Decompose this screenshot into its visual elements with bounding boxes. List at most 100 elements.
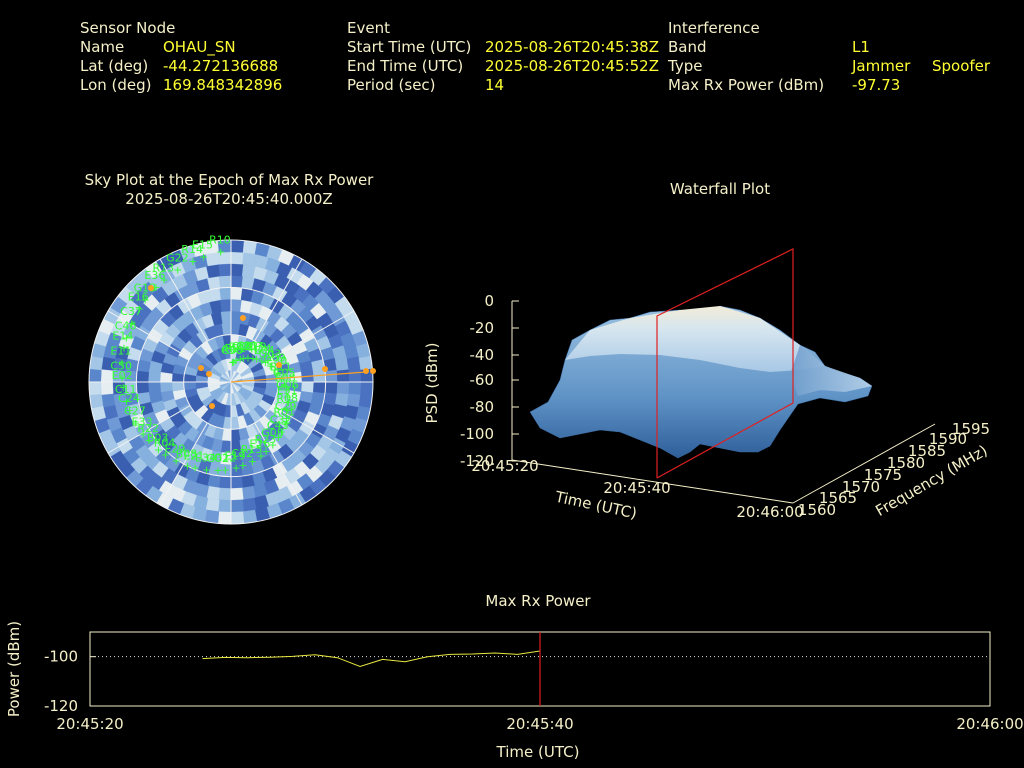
satellite-label: C19 bbox=[245, 340, 267, 353]
frequency-tick-label: 1585 bbox=[908, 442, 946, 460]
power-y-tick-label: -100 bbox=[44, 648, 78, 666]
interference-title: Interference bbox=[668, 19, 760, 37]
satellite-label: G22 bbox=[166, 251, 189, 264]
lon-label: Lon (deg) bbox=[80, 76, 152, 94]
satellite-marker: + bbox=[266, 359, 275, 372]
type-label: Type bbox=[668, 57, 703, 75]
satellite-marker: + bbox=[277, 426, 286, 439]
satellite-label: E26 bbox=[249, 438, 270, 451]
satellite-label: C30 bbox=[221, 344, 243, 357]
azimuth-line bbox=[271, 405, 355, 454]
satellite-marker: + bbox=[144, 434, 153, 447]
satellite-marker: + bbox=[199, 250, 208, 263]
satellite-label: G05 bbox=[273, 367, 296, 380]
satellite-label: C37 bbox=[120, 305, 142, 318]
satellite-label: C31 bbox=[236, 339, 258, 352]
end-time-value: 2025-08-26T20:45:52Z bbox=[485, 57, 659, 75]
psd-tick-label: -20 bbox=[470, 319, 495, 337]
waterfall-surface bbox=[529, 305, 873, 459]
satellite-marker: + bbox=[122, 395, 131, 408]
frequency-tick-label: 1580 bbox=[887, 454, 925, 472]
time-axis bbox=[511, 459, 794, 504]
frequency-tick-label: 1560 bbox=[798, 501, 836, 519]
satellite-marker: + bbox=[270, 363, 279, 376]
satellite-marker: + bbox=[283, 404, 292, 417]
satellite-marker: + bbox=[232, 354, 241, 367]
interference-point bbox=[198, 365, 204, 371]
power-x-tick-label: 20:46:00 bbox=[956, 715, 1023, 733]
satellite-label: R01 bbox=[273, 406, 295, 419]
satellite-marker: + bbox=[274, 431, 283, 444]
satellite-label: C27 bbox=[124, 404, 146, 417]
max-rx-power-value: -97.73 bbox=[852, 76, 901, 94]
satellite-label: C43 bbox=[267, 419, 289, 432]
satellite-label: E11 bbox=[110, 344, 131, 357]
interference-point bbox=[206, 371, 212, 377]
satellite-marker: + bbox=[268, 438, 277, 451]
satellite-label: R05 bbox=[222, 344, 244, 357]
satellite-marker: + bbox=[119, 341, 128, 354]
psd-tick-label: -60 bbox=[470, 371, 495, 389]
satellite-label: R15 bbox=[241, 443, 263, 456]
satellite-label: G09 bbox=[263, 351, 286, 364]
satellite-label: C50 bbox=[110, 359, 132, 372]
satellite-marker: + bbox=[283, 391, 292, 404]
max-rx-power-title: Max Rx Power bbox=[485, 592, 591, 610]
satellite-label: G13 bbox=[134, 282, 157, 295]
satellite-marker: + bbox=[257, 354, 266, 367]
azimuth-line bbox=[159, 422, 208, 506]
satellite-marker: + bbox=[213, 464, 222, 477]
waterfall-time-marker bbox=[656, 248, 794, 479]
psd-tick-label: -120 bbox=[460, 452, 494, 470]
satellite-label: C46 bbox=[115, 319, 137, 332]
waterfall-title: Waterfall Plot bbox=[669, 180, 771, 198]
satellite-label: E31 bbox=[277, 384, 298, 397]
satellite-label: R21 bbox=[225, 342, 247, 355]
satellite-marker: + bbox=[141, 294, 150, 307]
satellite-label: E21 bbox=[183, 450, 204, 463]
time-tick-label: 20:46:00 bbox=[736, 503, 803, 521]
satellite-marker: + bbox=[284, 396, 293, 409]
satellite-label: E02 bbox=[112, 369, 133, 382]
satellite-label: R14 bbox=[181, 243, 203, 256]
frequency-tick-label: 1565 bbox=[819, 489, 857, 507]
azimuth-line bbox=[107, 405, 191, 454]
satellite-marker: + bbox=[151, 281, 160, 294]
satellite-label: B08 bbox=[176, 447, 198, 460]
satellite-marker: + bbox=[221, 463, 230, 476]
azimuth-line bbox=[254, 422, 303, 506]
psd-axis-label: PSD (dBm) bbox=[423, 342, 441, 423]
satellite-marker: + bbox=[232, 461, 241, 474]
power-x-axis-label: Time (UTC) bbox=[496, 743, 580, 761]
power-series-line bbox=[202, 650, 541, 668]
psd-tick-label: -100 bbox=[460, 425, 494, 443]
satellite-label: G08 bbox=[261, 426, 284, 439]
skyplot-title: Sky Plot at the Epoch of Max Rx Power bbox=[84, 171, 374, 189]
interference-bearing bbox=[230, 371, 367, 383]
satellite-label: C11 bbox=[115, 383, 137, 396]
satellite-label: C22 bbox=[231, 447, 253, 460]
satellite-marker: + bbox=[248, 455, 257, 468]
power-y-tick-label: -120 bbox=[44, 697, 78, 715]
satellite-label: R22 bbox=[137, 422, 159, 435]
satellite-marker: + bbox=[282, 412, 291, 425]
satellite-marker: + bbox=[280, 418, 289, 431]
sensor-node-title: Sensor Node bbox=[80, 19, 176, 37]
max-rx-power-label: Max Rx Power (dBm) bbox=[668, 76, 825, 94]
satellite-label: E14 bbox=[112, 329, 133, 342]
psd-tick-label: -80 bbox=[470, 398, 495, 416]
satellite-label: C24 bbox=[118, 392, 140, 405]
satellite-label: E15 bbox=[192, 238, 213, 251]
interference-point bbox=[370, 368, 376, 374]
satellite-marker: + bbox=[161, 448, 170, 461]
satellite-marker: + bbox=[282, 383, 291, 396]
satellite-marker: + bbox=[256, 450, 265, 463]
satellite-label: E29 bbox=[164, 443, 185, 456]
satellite-marker: + bbox=[171, 455, 180, 468]
name-label: Name bbox=[80, 38, 125, 56]
skyplot-epoch: 2025-08-26T20:45:40.000Z bbox=[125, 190, 333, 208]
satellite-marker: + bbox=[173, 263, 182, 276]
satellite-label: E36 bbox=[144, 269, 165, 282]
satellite-marker: + bbox=[228, 356, 237, 369]
